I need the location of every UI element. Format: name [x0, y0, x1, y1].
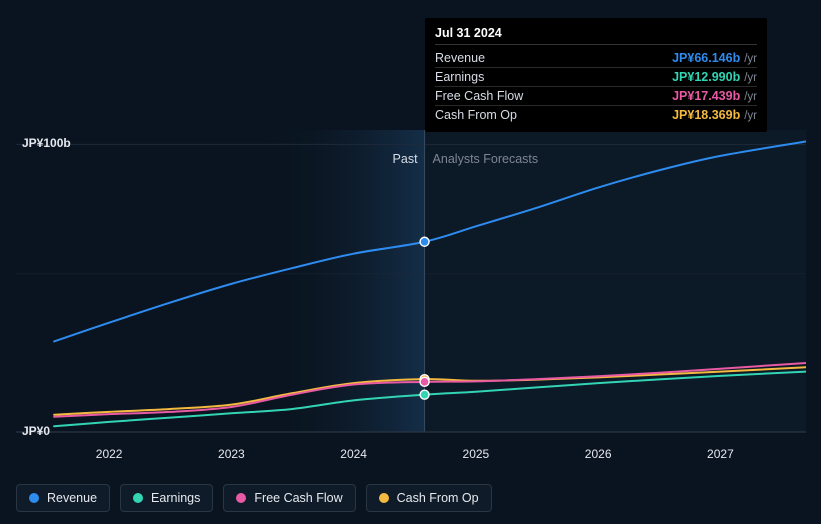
tooltip-row-label: Cash From Op — [435, 108, 517, 122]
tooltip-row-value: JP¥66.146b — [672, 51, 740, 65]
legend-item-earnings[interactable]: Earnings — [120, 484, 213, 512]
marker-revenue — [420, 237, 429, 246]
tooltip-row: Free Cash Flow JP¥17.439b/yr — [435, 87, 757, 106]
marker-free_cash_flow — [420, 377, 429, 386]
y-tick-0: JP¥0 — [22, 424, 50, 438]
x-tick-label: 2027 — [707, 447, 734, 461]
x-tick-label: 2022 — [96, 447, 123, 461]
marker-earnings — [420, 390, 429, 399]
chart-tooltip: Jul 31 2024 RevenueJP¥66.146b/yrEarnings… — [425, 18, 767, 132]
tooltip-row-value: JP¥12.990b — [672, 70, 740, 84]
chart-svg[interactable] — [16, 130, 806, 445]
past-gradient — [266, 130, 425, 432]
tooltip-row-label: Free Cash Flow — [435, 89, 523, 103]
past-label: Past — [393, 152, 418, 166]
y-tick-100b: JP¥100b — [22, 136, 71, 150]
legend-swatch — [379, 493, 389, 503]
chart-legend: Revenue Earnings Free Cash Flow Cash From O… — [16, 484, 492, 512]
tooltip-row-unit: /yr — [744, 72, 757, 84]
legend-swatch — [133, 493, 143, 503]
x-tick-label: 2023 — [218, 447, 245, 461]
tooltip-row-label: Revenue — [435, 51, 485, 65]
x-axis-labels: 2022 2023 2024 2025 2026 2027 — [16, 447, 806, 467]
x-tick-label: 2026 — [585, 447, 612, 461]
tooltip-row-unit: /yr — [744, 110, 757, 122]
legend-item-cash_from_op[interactable]: Cash From Op — [366, 484, 492, 512]
tooltip-row-unit: /yr — [744, 53, 757, 65]
x-tick-label: 2025 — [463, 447, 490, 461]
forecast-area — [425, 130, 806, 432]
legend-label: Cash From Op — [397, 491, 479, 505]
legend-item-free_cash_flow[interactable]: Free Cash Flow — [223, 484, 355, 512]
tooltip-row-label: Earnings — [435, 70, 484, 84]
legend-item-revenue[interactable]: Revenue — [16, 484, 110, 512]
tooltip-row: Cash From Op JP¥18.369b/yr — [435, 106, 757, 124]
tooltip-row-unit: /yr — [744, 91, 757, 103]
x-tick-label: 2024 — [340, 447, 367, 461]
legend-label: Earnings — [151, 491, 200, 505]
chart-area — [16, 130, 806, 445]
legend-swatch — [29, 493, 39, 503]
legend-label: Free Cash Flow — [254, 491, 342, 505]
forecast-label: Analysts Forecasts — [433, 152, 539, 166]
legend-swatch — [236, 493, 246, 503]
tooltip-date: Jul 31 2024 — [435, 26, 757, 45]
tooltip-row: Revenue JP¥66.146b/yr — [435, 49, 757, 68]
tooltip-row: Earnings JP¥12.990b/yr — [435, 68, 757, 87]
legend-label: Revenue — [47, 491, 97, 505]
tooltip-row-value: JP¥18.369b — [672, 108, 740, 122]
tooltip-row-value: JP¥17.439b — [672, 89, 740, 103]
